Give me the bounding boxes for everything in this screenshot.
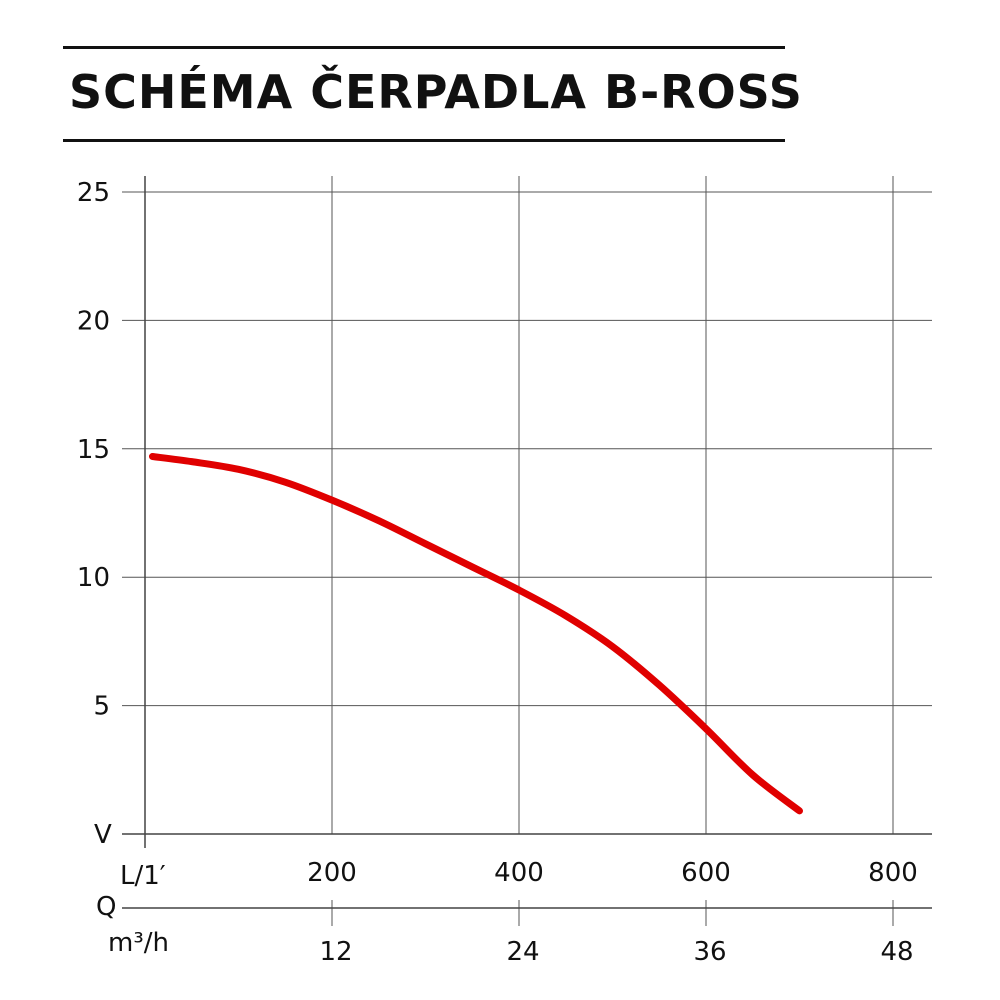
title-frame: SCHÉMA ČERPADLA B-ROSS [63, 46, 802, 142]
y-tick-label: 25 [77, 178, 110, 208]
x2-tick-label: 36 [693, 937, 726, 967]
axis-labels: V L/1′ Q m³/h [94, 820, 169, 958]
series-line-pump-curve [148, 453, 803, 815]
tick-labels: 5 10 15 20 25 200 12 400 24 600 36 800 48 [77, 178, 918, 967]
chart-title: SCHÉMA ČERPADLA B-ROSS [69, 65, 803, 119]
x-tick-label: 600 [681, 858, 731, 888]
x2-tick-label: 12 [319, 937, 352, 967]
x-axis-label-flow: L/1′ [120, 861, 166, 891]
series-layer [148, 453, 803, 815]
y-tick-label: 10 [77, 563, 110, 593]
x-axis-label-q: Q [96, 892, 116, 922]
x2-tick-label: 24 [506, 937, 539, 967]
grid-lines [122, 176, 932, 926]
x2-tick-label: 48 [880, 937, 913, 967]
x-axis-label-unit: m³/h [108, 928, 169, 958]
x-tick-label: 400 [494, 858, 544, 888]
y-tick-label: 15 [77, 435, 110, 465]
y-tick-label: 20 [77, 306, 110, 336]
y-axis-label: V [94, 820, 112, 850]
y-tick-label: 5 [93, 692, 110, 722]
x-tick-label: 800 [868, 858, 918, 888]
axes [122, 176, 932, 909]
x-tick-label: 200 [307, 858, 357, 888]
